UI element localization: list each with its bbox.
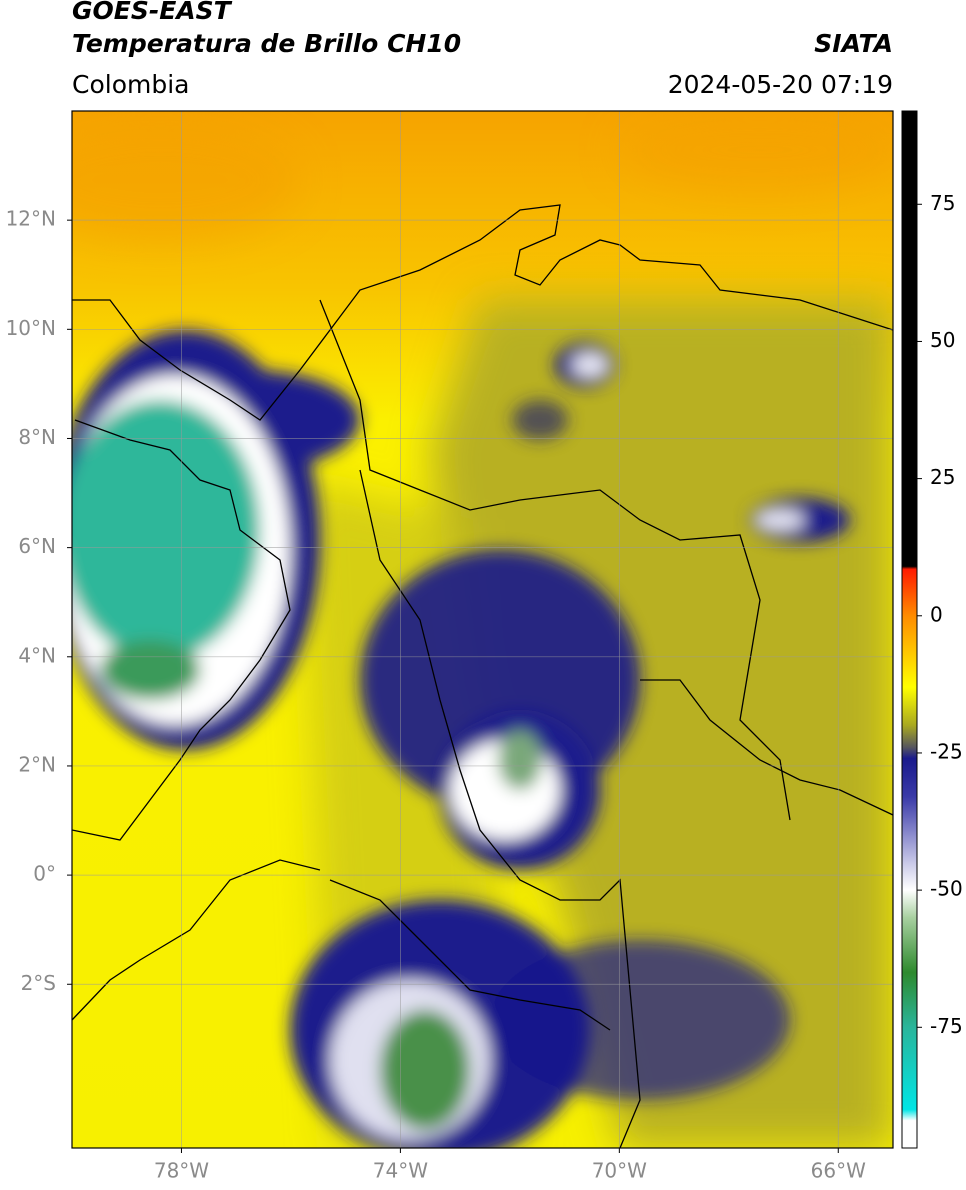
colorbar-tick-label: -75: [930, 1014, 963, 1038]
lat-tick-label: 0°: [33, 862, 56, 886]
lat-tick-label: 8°N: [18, 425, 56, 449]
lon-tick-label: 70°W: [592, 1159, 647, 1183]
lon-tick-label: 66°W: [811, 1159, 866, 1183]
graticule: [72, 111, 893, 1148]
source: SIATA: [814, 29, 893, 58]
title: GOES-EAST: [72, 0, 233, 25]
colorbar-tick-label: 75: [930, 191, 955, 215]
region: Colombia: [72, 70, 189, 99]
lat-tick-label: 4°N: [18, 643, 56, 667]
colorbar: [901, 110, 918, 1149]
subtitle: Temperatura de Brillo CH10: [72, 29, 461, 58]
colorbar-tick-label: 50: [930, 328, 955, 352]
colorbar-tick-label: -50: [930, 877, 963, 901]
lat-tick-label: 12°N: [6, 207, 56, 231]
lon-tick-label: 74°W: [373, 1159, 428, 1183]
lon-tick-label: 78°W: [154, 1159, 209, 1183]
lat-tick-label: 2°S: [21, 971, 56, 995]
coastlines: [72, 204, 893, 1148]
lat-tick-label: 10°N: [6, 316, 56, 340]
colorbar-tick-label: 25: [930, 465, 955, 489]
colorbar-tick-label: 0: [930, 602, 943, 626]
map-frame: [71, 110, 894, 1149]
lat-tick-label: 2°N: [18, 752, 56, 776]
timestamp: 2024-05-20 07:19: [668, 70, 893, 99]
imagery: [72, 111, 893, 1148]
lat-tick-label: 6°N: [18, 534, 56, 558]
colorbar-tick-label: -25: [930, 739, 963, 763]
